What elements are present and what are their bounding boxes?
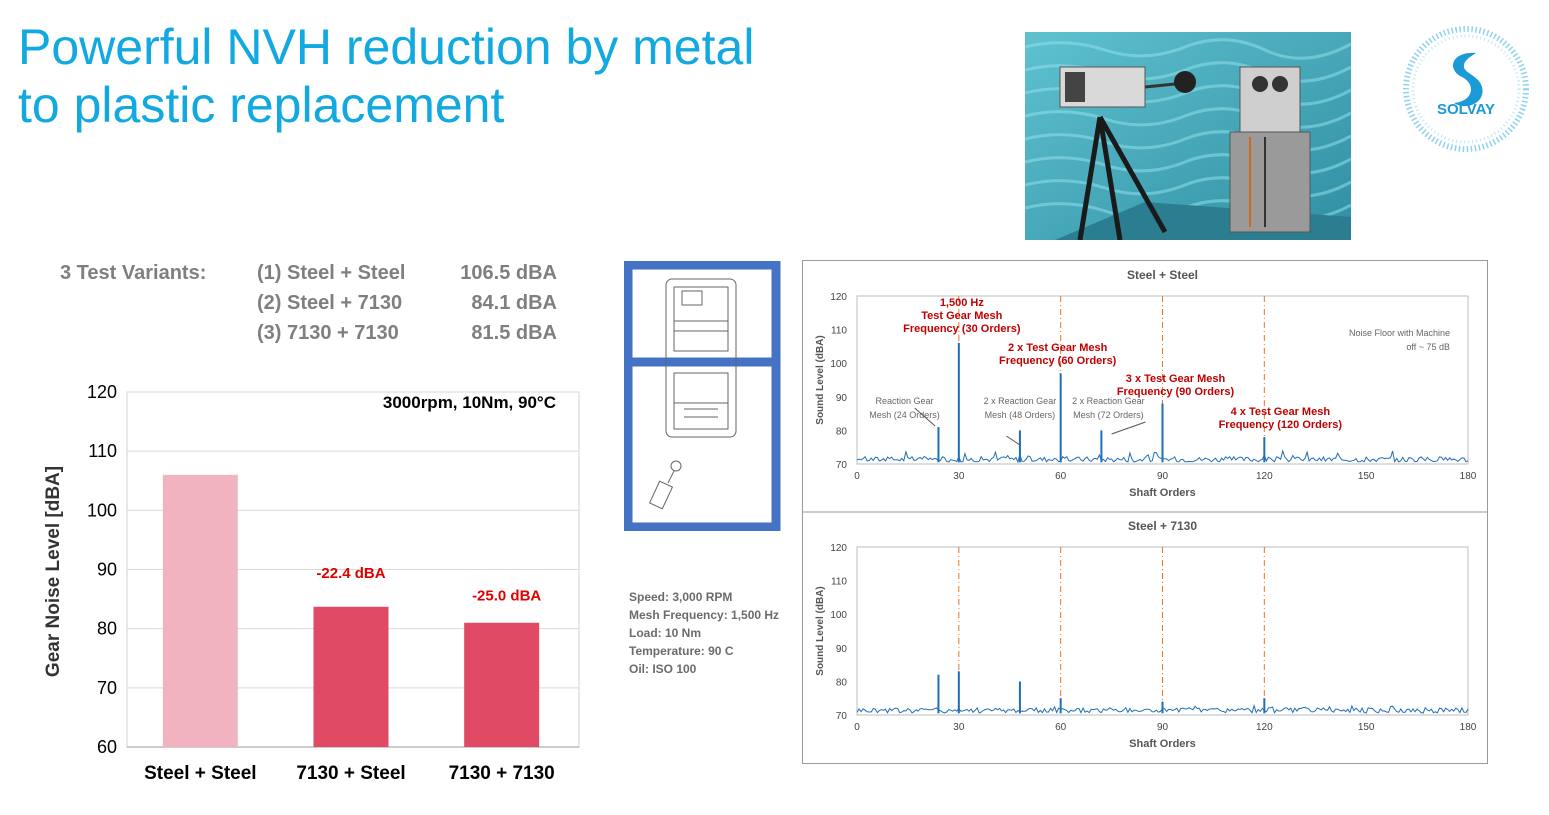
x-tick-label: 120: [1256, 471, 1273, 482]
annotation-arrow: [1111, 421, 1146, 435]
delta-annotation: -22.4 dBA: [316, 565, 385, 582]
delta-annotation: -25.0 dBA: [472, 587, 541, 604]
title-line-1: Powerful NVH reduction by metal: [18, 19, 755, 75]
spec-line: Mesh Frequency: 1,500 Hz: [629, 608, 780, 622]
y-tick-label: 100: [830, 610, 847, 621]
annotation-arrow: [1006, 435, 1021, 446]
x-tick-label: 90: [1157, 471, 1169, 482]
x-tick-label: 0: [854, 471, 860, 482]
mesh-annotation: 4 x Test Gear Mesh: [1231, 406, 1331, 418]
variant-name: (3) 7130 + 7130: [257, 322, 399, 344]
variant-value: 84.1 dBA: [471, 292, 557, 314]
mesh-annotation: Test Gear Mesh: [921, 310, 1002, 322]
y-tick-label: 120: [830, 543, 847, 554]
y-axis-label: Sound Level (dBA): [815, 335, 826, 424]
solvay-logo: SOLVAY: [1402, 25, 1530, 153]
x-tick-label: 0: [854, 722, 860, 733]
y-tick-label: 70: [97, 678, 117, 698]
variant-value: 106.5 dBA: [460, 262, 557, 284]
y-tick-label: 110: [88, 441, 117, 461]
y-tick-label: 80: [836, 426, 848, 437]
spec-line: Speed: 3,000 RPM: [629, 590, 733, 604]
variant-row: (2) Steel + 7130 84.1 dBA: [257, 292, 557, 322]
annotation-arrow: [914, 407, 936, 427]
variant-name: (2) Steel + 7130: [257, 292, 403, 314]
spec-line: Temperature: 90 C: [629, 644, 734, 658]
slide-title: Powerful NVH reduction by metal to plast…: [18, 18, 918, 134]
mesh-annotation: 1,500 Hz: [940, 297, 985, 309]
y-axis-label: Gear Noise Level [dBA]: [43, 466, 64, 677]
y-tick-label: 90: [836, 393, 848, 404]
test-specs: Speed: 3,000 RPM Mesh Frequency: 1,500 H…: [629, 588, 779, 678]
test-setup-photo: [1025, 32, 1351, 240]
x-tick-label: 30: [953, 722, 965, 733]
y-tick-label: 110: [831, 326, 847, 337]
mesh-annotation: 3 x Test Gear Mesh: [1126, 373, 1226, 385]
bar: [162, 474, 238, 747]
variants-label: 3 Test Variants:: [60, 262, 207, 284]
reaction-annotation: Mesh (24 Orders): [869, 410, 940, 420]
x-axis-label: Shaft Orders: [1129, 738, 1196, 750]
x-tick-label: 60: [1055, 471, 1067, 482]
reaction-annotation: 2 x Reaction Gear: [984, 396, 1057, 406]
reaction-annotation: off ~ 75 dB: [1406, 342, 1450, 352]
y-tick-label: 90: [836, 644, 848, 655]
spectra-svg: Steel + Steel 70 80 90 100 110 120 0 30 60 90 120 15…: [803, 268, 1487, 750]
variant-row: (3) 7130 + 7130 81.5 dBA: [257, 322, 557, 352]
x-tick-label: 180: [1460, 722, 1477, 733]
x-tick-label: 60: [1055, 722, 1067, 733]
x-tick-label: 30: [953, 471, 965, 482]
x-tick-label: 7130 + 7130: [449, 763, 555, 784]
x-tick-label: 120: [1256, 722, 1273, 733]
mesh-annotation: Frequency (30 Orders): [903, 323, 1021, 335]
mesh-annotation: Frequency (60 Orders): [999, 355, 1117, 367]
y-tick-label: 100: [830, 359, 847, 370]
spectrum-title: Steel + 7130: [1128, 519, 1197, 533]
mesh-annotation: Frequency (120 Orders): [1219, 419, 1343, 431]
reaction-annotation: Mesh (72 Orders): [1073, 410, 1144, 420]
y-tick-label: 90: [97, 560, 117, 580]
y-tick-label: 70: [836, 460, 848, 471]
sound-spectra-panel: Steel + Steel 70 80 90 100 110 120 0 30 60 90 120 15…: [802, 260, 1488, 764]
spec-line: Oil: ISO 100: [629, 662, 697, 676]
y-tick-label: 120: [87, 382, 117, 402]
x-tick-label: 90: [1157, 722, 1169, 733]
gear-noise-bar-chart: 60 70 80 90 100 110 120 Steel + Steel 7130 + Ste…: [30, 375, 600, 795]
reaction-annotation: 2 x Reaction Gear: [1072, 396, 1145, 406]
spectrum-title: Steel + Steel: [1127, 268, 1198, 282]
bar: [313, 606, 389, 747]
reaction-annotation: Reaction Gear: [876, 396, 934, 406]
x-axis-label: Shaft Orders: [1129, 487, 1196, 499]
y-axis-label: Sound Level (dBA): [815, 586, 826, 675]
y-tick-label: 80: [836, 677, 848, 688]
title-line-2: to plastic replacement: [18, 77, 505, 133]
y-tick-label: 80: [97, 619, 117, 639]
variant-name: (1) Steel + Steel: [257, 262, 406, 284]
x-tick-label: 180: [1460, 471, 1477, 482]
reaction-annotation: Mesh (48 Orders): [985, 410, 1056, 420]
variant-value: 81.5 dBA: [471, 322, 557, 344]
variant-row: (1) Steel + Steel 106.5 dBA: [257, 262, 557, 292]
x-tick-label: 150: [1358, 471, 1375, 482]
y-tick-label: 100: [87, 500, 117, 520]
bar: [464, 622, 540, 747]
bar-chart-svg: 60 70 80 90 100 110 120 Steel + Steel 7130 + Ste…: [43, 382, 580, 784]
y-tick-label: 60: [97, 737, 117, 757]
y-tick-label: 120: [830, 292, 847, 303]
x-tick-label: 150: [1358, 722, 1375, 733]
reaction-annotation: Noise Floor with Machine: [1349, 328, 1450, 338]
y-tick-label: 70: [836, 711, 848, 722]
spec-line: Load: 10 Nm: [629, 626, 702, 640]
mesh-annotation: Frequency (90 Orders): [1117, 386, 1235, 398]
x-tick-label: 7130 + Steel: [296, 763, 405, 784]
condition-annotation: 3000rpm, 10Nm, 90°C: [383, 393, 556, 412]
test-rig-schematic: [623, 260, 784, 532]
y-tick-label: 110: [831, 577, 847, 588]
x-tick-label: Steel + Steel: [144, 763, 256, 784]
logo-text: SOLVAY: [1436, 101, 1496, 118]
mesh-annotation: 2 x Test Gear Mesh: [1008, 342, 1108, 354]
